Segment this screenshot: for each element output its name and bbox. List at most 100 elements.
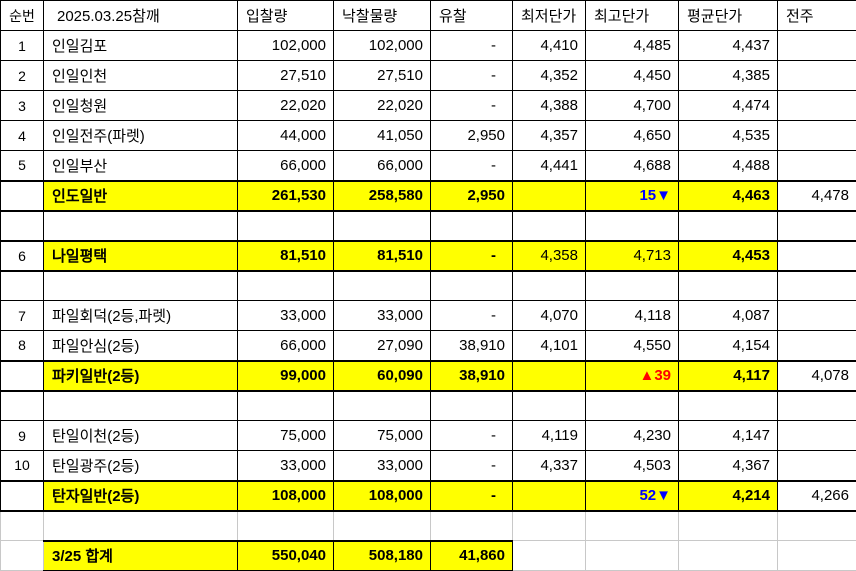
- cell-min[interactable]: 4,388: [512, 90, 586, 121]
- cell-prev[interactable]: [777, 300, 856, 331]
- cell-prev[interactable]: [777, 450, 856, 481]
- cell-won[interactable]: [333, 210, 431, 241]
- cell-prev[interactable]: [777, 510, 856, 541]
- cell-avg[interactable]: 4,117: [678, 359, 778, 392]
- cell-won[interactable]: 75,000: [333, 420, 431, 451]
- cell-name[interactable]: [43, 210, 238, 241]
- cell-no[interactable]: [0, 479, 44, 512]
- cell-no[interactable]: [0, 510, 44, 541]
- cell-name[interactable]: 인일부산: [43, 150, 238, 181]
- cell-bid[interactable]: 44,000: [237, 120, 334, 151]
- cell-won[interactable]: 27,090: [333, 330, 431, 361]
- cell-avg[interactable]: 4,453: [678, 239, 778, 272]
- cell-won[interactable]: 108,000: [333, 479, 431, 512]
- cell-bid[interactable]: 81,510: [237, 239, 334, 272]
- col-header-name[interactable]: 2025.03.25참깨: [43, 0, 238, 31]
- cell-won[interactable]: 22,020: [333, 90, 431, 121]
- cell-won[interactable]: 258,580: [333, 179, 431, 212]
- cell-bid[interactable]: [237, 210, 334, 241]
- cell-bid[interactable]: [237, 390, 334, 421]
- cell-name[interactable]: [43, 390, 238, 421]
- cell-avg[interactable]: 4,535: [678, 120, 778, 151]
- cell-won[interactable]: [333, 390, 431, 421]
- cell-fail[interactable]: -: [430, 239, 513, 272]
- cell-avg[interactable]: [678, 510, 778, 541]
- col-header-max[interactable]: 최고단가: [585, 0, 679, 31]
- col-header-prev[interactable]: 전주: [777, 0, 856, 31]
- cell-min[interactable]: 4,410: [512, 30, 586, 61]
- cell-name[interactable]: 파일회덕(2등,파렛): [43, 300, 238, 331]
- cell-max[interactable]: 4,118: [585, 300, 679, 331]
- cell-fail[interactable]: -: [430, 30, 513, 61]
- cell-prev[interactable]: [777, 390, 856, 421]
- cell-min[interactable]: [512, 179, 586, 212]
- cell-avg[interactable]: 4,087: [678, 300, 778, 331]
- cell-no[interactable]: 2: [0, 60, 44, 91]
- cell-name[interactable]: 3/25 합계: [43, 539, 238, 571]
- cell-prev[interactable]: [777, 30, 856, 61]
- cell-min[interactable]: 4,101: [512, 330, 586, 361]
- cell-no[interactable]: [0, 179, 44, 212]
- cell-bid[interactable]: 66,000: [237, 150, 334, 181]
- cell-max[interactable]: 4,713: [585, 239, 679, 272]
- cell-max[interactable]: 4,688: [585, 150, 679, 181]
- cell-bid[interactable]: 99,000: [237, 359, 334, 392]
- cell-fail[interactable]: 2,950: [430, 179, 513, 212]
- col-header-avg[interactable]: 평균단가: [678, 0, 778, 31]
- cell-prev[interactable]: [777, 150, 856, 181]
- cell-min[interactable]: [512, 510, 586, 541]
- cell-prev[interactable]: [777, 330, 856, 361]
- cell-avg[interactable]: 4,147: [678, 420, 778, 451]
- cell-min[interactable]: [512, 210, 586, 241]
- col-header-no[interactable]: 순번: [0, 0, 44, 31]
- cell-min[interactable]: 4,357: [512, 120, 586, 151]
- cell-won[interactable]: 33,000: [333, 300, 431, 331]
- cell-min[interactable]: 4,352: [512, 60, 586, 91]
- cell-name[interactable]: 인일인천: [43, 60, 238, 91]
- cell-avg[interactable]: 4,385: [678, 60, 778, 91]
- cell-avg[interactable]: 4,463: [678, 179, 778, 212]
- cell-won[interactable]: 60,090: [333, 359, 431, 392]
- col-header-fail[interactable]: 유찰: [430, 0, 513, 31]
- cell-prev[interactable]: [777, 210, 856, 241]
- cell-max[interactable]: [585, 270, 679, 301]
- cell-no[interactable]: [0, 210, 44, 241]
- cell-won[interactable]: 81,510: [333, 239, 431, 272]
- cell-won[interactable]: 33,000: [333, 450, 431, 481]
- cell-prev[interactable]: 4,266: [777, 479, 856, 512]
- cell-name[interactable]: 파키일반(2등): [43, 359, 238, 392]
- cell-bid[interactable]: [237, 510, 334, 541]
- cell-bid[interactable]: 33,000: [237, 300, 334, 331]
- col-header-min[interactable]: 최저단가: [512, 0, 586, 31]
- cell-min[interactable]: [512, 270, 586, 301]
- cell-min[interactable]: 4,441: [512, 150, 586, 181]
- cell-no[interactable]: 1: [0, 30, 44, 61]
- cell-min[interactable]: [512, 479, 586, 512]
- cell-no[interactable]: [0, 390, 44, 421]
- cell-name[interactable]: 인일청원: [43, 90, 238, 121]
- cell-max[interactable]: 4,485: [585, 30, 679, 61]
- cell-max[interactable]: 4,230: [585, 420, 679, 451]
- cell-no[interactable]: 8: [0, 330, 44, 361]
- cell-fail[interactable]: 38,910: [430, 330, 513, 361]
- cell-no[interactable]: 5: [0, 150, 44, 181]
- cell-prev[interactable]: 4,478: [777, 179, 856, 212]
- cell-bid[interactable]: 261,530: [237, 179, 334, 212]
- cell-won[interactable]: 27,510: [333, 60, 431, 91]
- cell-name[interactable]: 탄자일반(2등): [43, 479, 238, 512]
- cell-bid[interactable]: 66,000: [237, 330, 334, 361]
- cell-bid[interactable]: 75,000: [237, 420, 334, 451]
- cell-name[interactable]: 탄일이천(2등): [43, 420, 238, 451]
- cell-bid[interactable]: 22,020: [237, 90, 334, 121]
- cell-name[interactable]: 파일안심(2등): [43, 330, 238, 361]
- cell-name[interactable]: 인도일반: [43, 179, 238, 212]
- cell-name[interactable]: 나일평택: [43, 239, 238, 272]
- cell-fail[interactable]: -: [430, 150, 513, 181]
- cell-avg[interactable]: [678, 540, 778, 571]
- cell-fail[interactable]: [430, 270, 513, 301]
- cell-bid[interactable]: [237, 270, 334, 301]
- cell-prev[interactable]: [777, 90, 856, 121]
- cell-avg[interactable]: [678, 270, 778, 301]
- cell-no[interactable]: 10: [0, 450, 44, 481]
- cell-won[interactable]: [333, 270, 431, 301]
